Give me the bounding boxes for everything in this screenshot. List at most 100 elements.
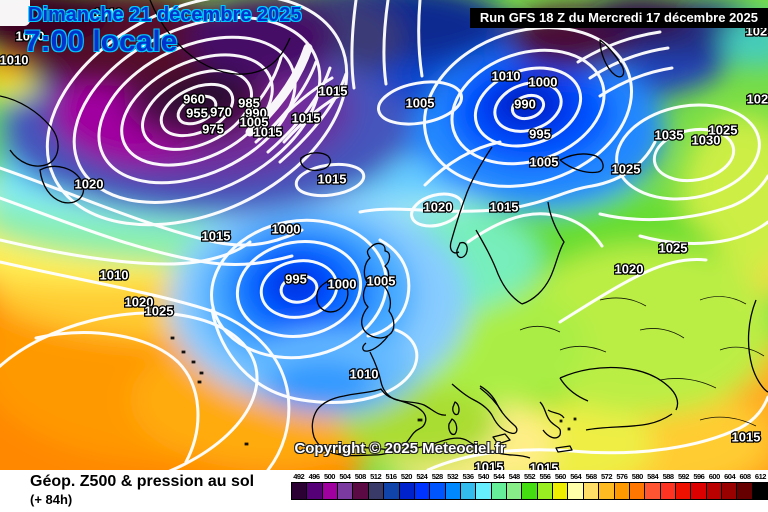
pressure-label: 1000 [16,28,45,43]
legend-value: 492 [293,472,305,481]
pressure-label: 1020 [615,261,644,276]
pressure-label: 990 [514,96,536,111]
pressure-label: 970 [210,104,232,119]
pressure-label: 1015 [732,429,761,444]
legend-swatches-row [291,482,768,500]
run-info-banner: Run GFS 18 Z du Mercredi 17 décembre 202… [469,8,768,28]
pressure-label: 1005 [367,273,396,288]
legend-swatch [307,483,323,499]
legend-swatch [706,483,723,499]
legend-value: 500 [323,472,336,481]
pressure-label: 975 [202,121,224,136]
legend-swatch [476,483,492,499]
legend-swatch [491,483,508,499]
legend-value: 556 [539,472,551,481]
legend-swatch [737,483,753,499]
legend-swatch [368,483,385,499]
forecast-date: Dimanche 21 décembre 2025 [28,4,302,26]
pressure-label: 1015 [254,124,283,139]
legend-value: 576 [616,472,628,481]
legend-swatch [384,483,400,499]
forecast-hour: (+ 84h) [30,492,73,507]
legend-swatch [399,483,415,499]
legend-swatch [338,483,354,499]
legend-swatch [583,483,600,499]
pressure-label: 1035 [655,127,684,142]
bottom-bar: Géop. Z500 & pression au sol (+ 84h) 492… [0,470,768,512]
legend-value: 584 [647,472,659,481]
legend-swatch [445,483,461,499]
legend-swatch [629,483,646,499]
pressure-label: 985 [238,95,260,110]
pressure-label: 1025 [709,122,738,137]
legend-swatch [553,483,569,499]
legend-value: 572 [601,472,613,481]
legend-value: 612 [754,472,767,481]
pressure-label: 1015 [475,459,504,470]
legend-value: 552 [524,472,536,481]
pressure-label: 1010 [94,5,123,20]
pressure-label: 1005 [530,154,559,169]
pressure-label: 960 [183,91,205,106]
pressure-label: 1015 [292,110,321,125]
pressure-label: 1025 [747,91,768,106]
pressure-label: 1015 [318,171,347,186]
map-title: Géop. Z500 & pression au sol [30,473,255,490]
legend-value: 596 [693,472,705,481]
legend-swatch [599,483,615,499]
pressure-label: 1010 [492,68,521,83]
pressure-label: 1015 [202,228,231,243]
pressure-label: 1010 [0,52,28,67]
legend-value: 588 [662,472,675,481]
legend-swatch [675,483,692,499]
pressure-label: 1025 [145,303,174,318]
legend-swatch [614,483,630,499]
pressure-label: 1000 [529,74,558,89]
pressure-label: 1020 [75,176,104,191]
legend-swatch [460,483,477,499]
legend-value: 520 [400,472,413,481]
pressure-label: 1020 [125,294,154,309]
legend-swatch [353,483,369,499]
legend-swatch [430,483,446,499]
legend-value: 504 [339,472,351,481]
pressure-label: 1025 [612,161,641,176]
legend-value: 580 [631,472,644,481]
isobar-contours [0,0,768,470]
legend-swatch [752,483,768,499]
legend-swatch [537,483,554,499]
coastlines [0,0,768,459]
pressure-label: 1000 [272,221,301,236]
legend-swatch [414,483,431,499]
legend-value: 496 [308,472,321,481]
legend-value: 528 [431,472,444,481]
pressure-label: 995 [529,126,551,141]
geopotential-legend: 492 496 500 504 508 512 516 520 524 528 532 536 540 5… [291,472,768,500]
pressure-label: 1020 [424,199,453,214]
pressure-label: 990 [245,105,267,120]
legend-value: 568 [585,472,598,481]
legend-value: 540 [477,472,490,481]
legend-value: 516 [385,472,398,481]
legend-swatch [322,483,339,499]
legend-swatch [292,483,308,499]
pressure-label: 995 [285,271,307,286]
pressure-label: 1005 [406,95,435,110]
pressure-label: 1015 [530,460,559,470]
legend-swatch [522,483,538,499]
pressure-label: 1030 [692,132,721,147]
legend-swatch [722,483,738,499]
legend-value: 560 [554,472,567,481]
legend-value: 532 [447,472,459,481]
legend-value: 544 [493,472,505,481]
legend-value: 604 [724,472,736,481]
pressure-label: 1010 [350,366,379,381]
copyright-notice: Copyright © 2025 Meteociel.fr [294,440,506,457]
legend-swatch [645,483,661,499]
legend-swatch [568,483,584,499]
pressure-label: 1005 [240,114,269,129]
legend-swatch [660,483,676,499]
